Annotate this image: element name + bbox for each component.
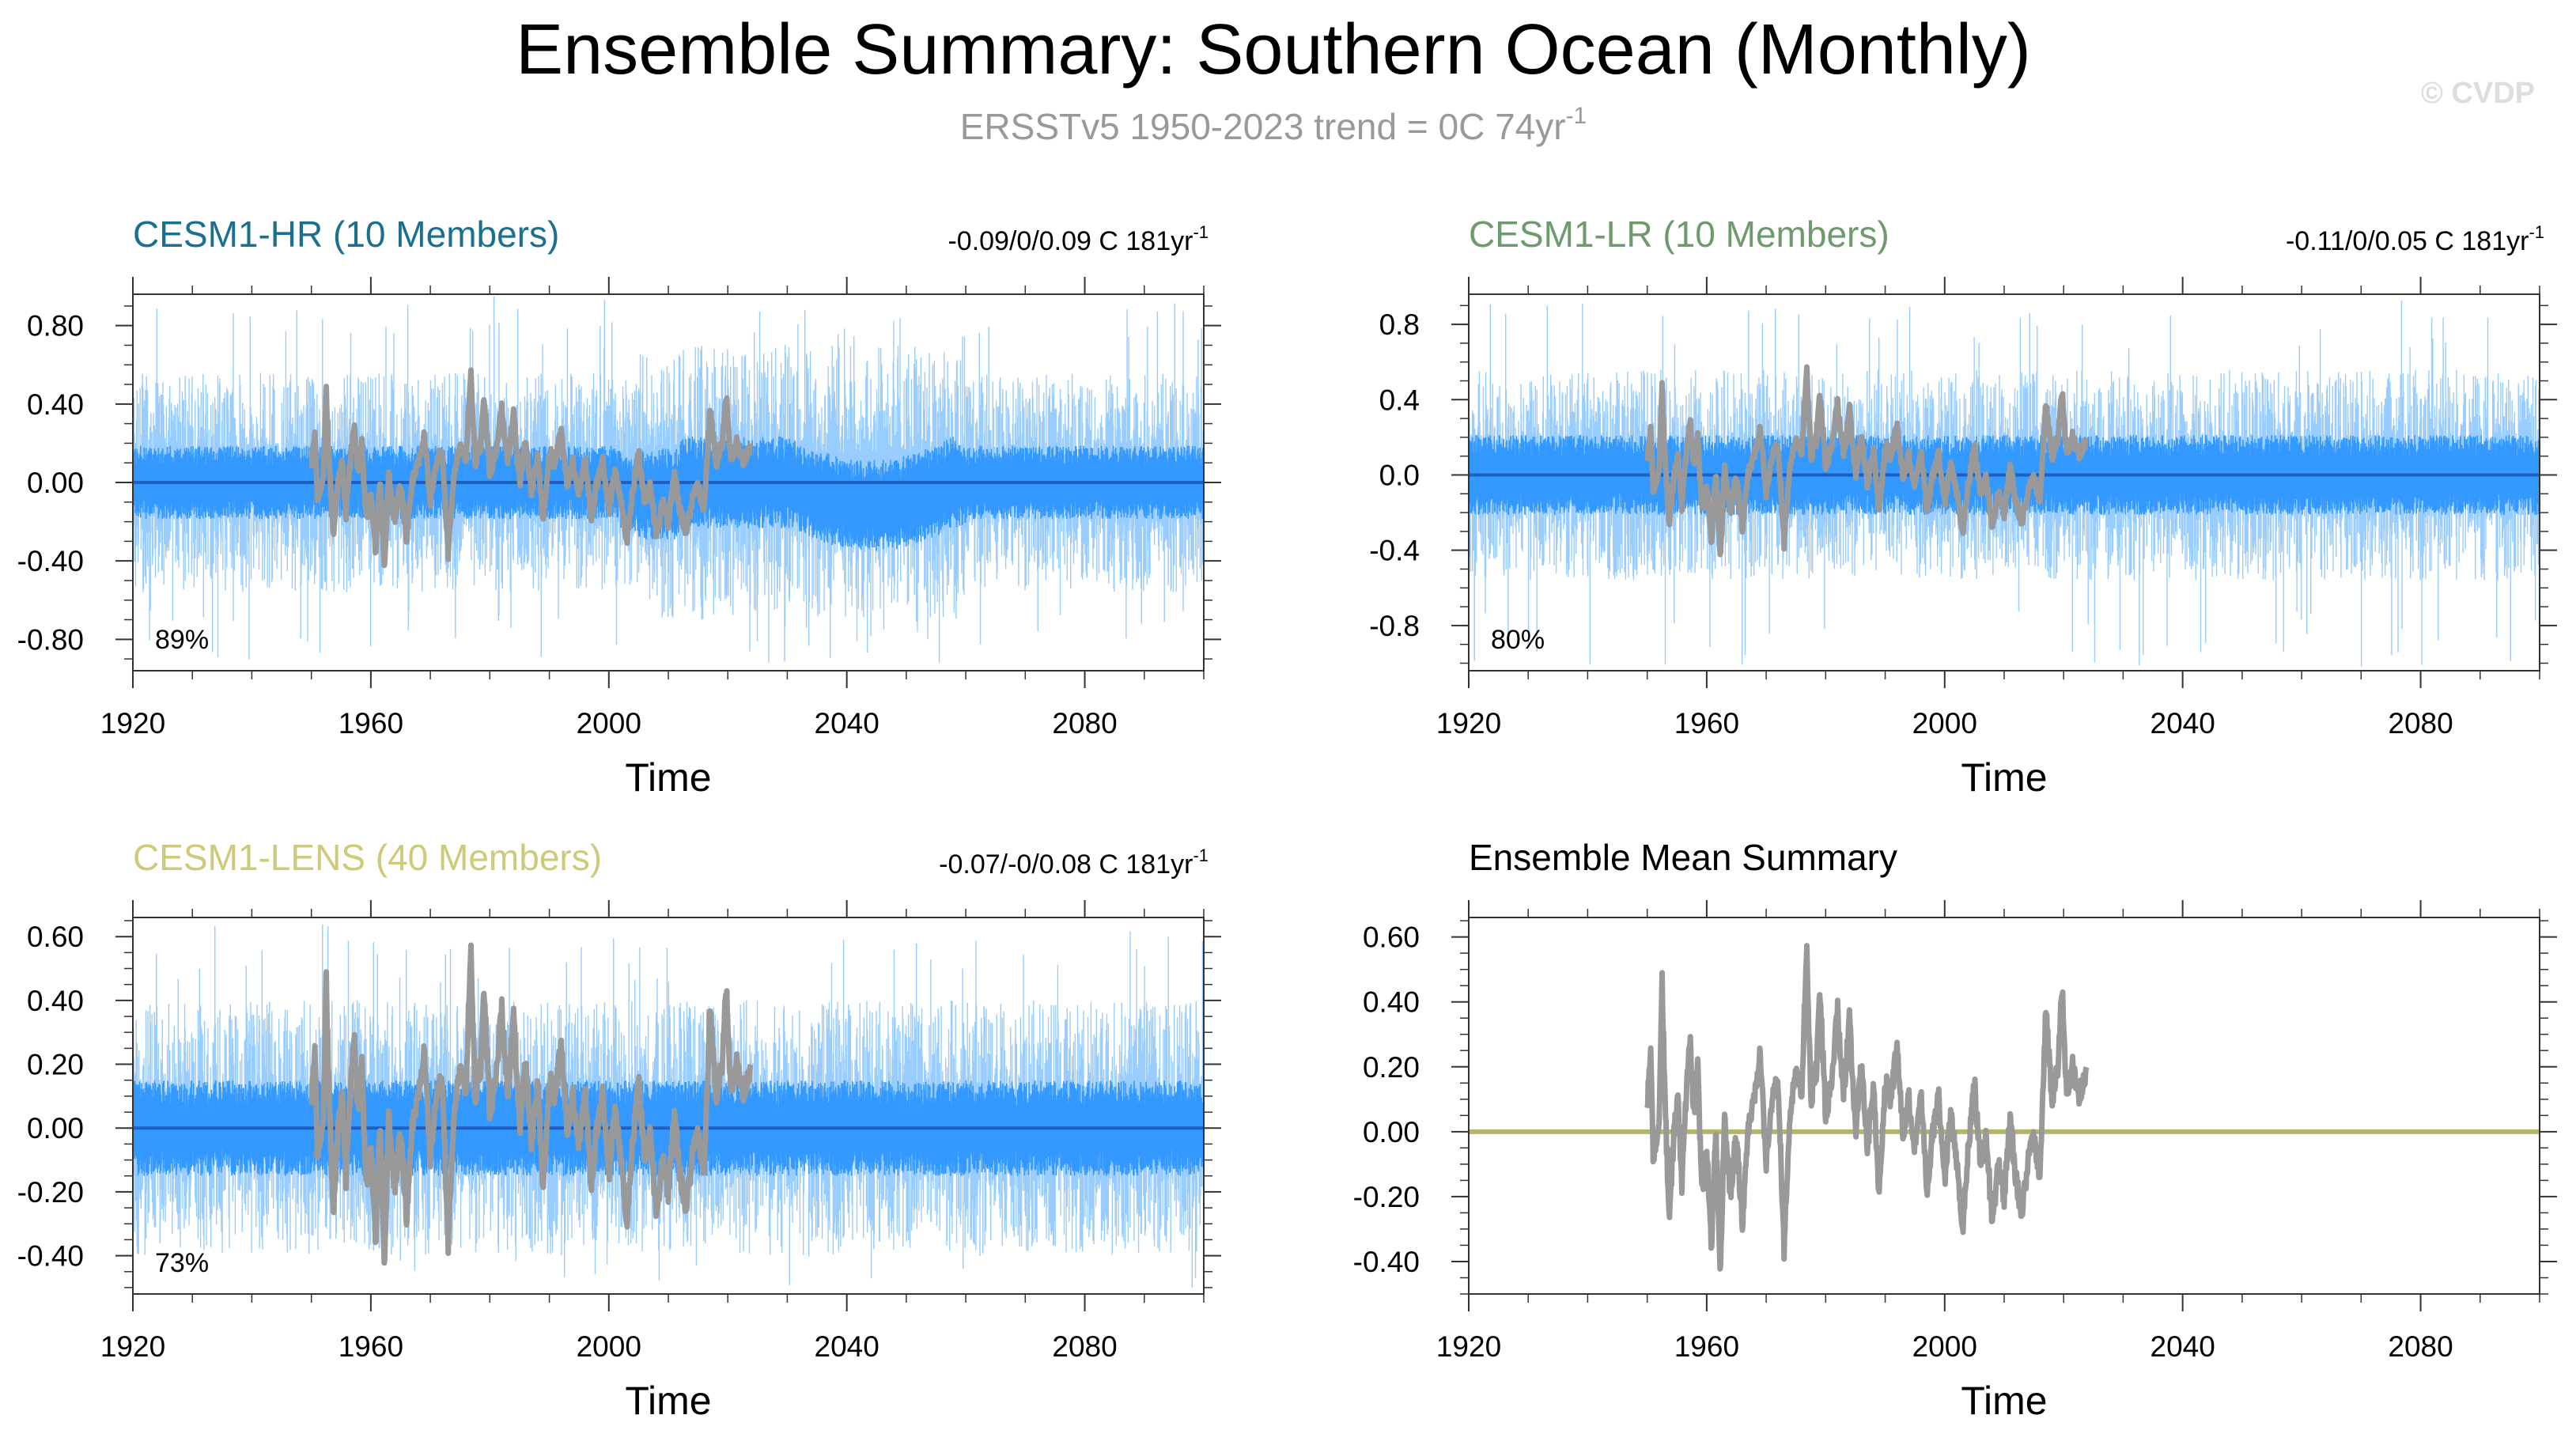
panels-group: -0.80 -0.40 0.00 0.40 0.80 1920 1960 2000 2040 20… — [17, 214, 2557, 1423]
plot-data — [133, 296, 1204, 663]
panel-ensemble-mean: -0.40 -0.20 0.00 0.20 0.40 0.60 1920 1960 2000 20… — [1353, 837, 2557, 1423]
trend-label: -0.07/-0/0.08 C 181yr-1 — [939, 846, 1209, 880]
x-tick-label: 1920 — [100, 707, 165, 740]
percent-label: 80% — [1491, 625, 1545, 655]
y-tick-label: 0.0 — [1379, 459, 1420, 491]
y-tick-label: 0.40 — [1363, 986, 1420, 1019]
y-tick-label: -0.40 — [17, 545, 84, 577]
subtitle-text: ERSSTv5 1950-2023 trend = 0C 74yr — [960, 106, 1566, 147]
x-tick-label: 2000 — [1912, 1330, 1977, 1363]
x-tick-label: 2000 — [1912, 707, 1977, 740]
x-axis-label: Time — [625, 755, 711, 800]
panel-title: CESM1-LR (10 Members) — [1469, 214, 1889, 255]
y-tick-label: 0.8 — [1379, 308, 1420, 341]
y-tick-label: 0.20 — [1363, 1051, 1420, 1084]
trend-label-superscript: -1 — [1193, 846, 1209, 865]
x-tick-label: 1960 — [339, 707, 403, 740]
x-tick-label: 1920 — [1436, 1330, 1501, 1363]
x-axis-label: Time — [1961, 1379, 2047, 1423]
x-tick-label: 2040 — [2150, 707, 2215, 740]
y-tick-label: -0.20 — [17, 1176, 84, 1209]
trend-label-superscript: -1 — [1193, 222, 1209, 242]
observed-series-line — [308, 942, 754, 1266]
y-tick-label: -0.40 — [1353, 1246, 1420, 1278]
x-tick-label: 2040 — [815, 707, 879, 740]
x-tick-label: 2080 — [2388, 1330, 2453, 1363]
plot-data — [1469, 943, 2540, 1272]
trend-label-text: -0.11/0/0.05 C 181yr — [2286, 226, 2529, 256]
watermark: © CVDP — [2421, 77, 2535, 110]
trend-label-text: -0.09/0/0.09 C 181yr — [948, 226, 1193, 256]
trend-label-superscript: -1 — [2529, 222, 2544, 242]
x-tick-label: 2080 — [1052, 707, 1117, 740]
y-tick-label: -0.80 — [17, 623, 84, 656]
panel-cesm1-lens: -0.40 -0.20 0.00 0.20 0.40 0.60 1920 1960 2000 20… — [17, 837, 1221, 1423]
y-tick-label: 0.00 — [1363, 1116, 1420, 1148]
y-tick-label: 0.00 — [27, 467, 84, 499]
y-tick-label: -0.40 — [17, 1240, 84, 1273]
y-tick-label: 0.80 — [27, 310, 84, 342]
panel-cesm1-lr: -0.8 -0.4 0.0 0.4 0.8 1920 1960 2000 2040 2080 Tim… — [1369, 214, 2557, 800]
y-tick-label: 0.60 — [1363, 921, 1420, 954]
panel-title: CESM1-HR (10 Members) — [133, 214, 559, 255]
x-tick-label: 2000 — [577, 707, 641, 740]
x-tick-label: 1920 — [1436, 707, 1501, 740]
x-tick-label: 1960 — [1674, 1330, 1739, 1363]
observed-series-line — [1644, 943, 2090, 1272]
y-tick-label: -0.4 — [1369, 535, 1420, 567]
plot-data — [133, 924, 1204, 1288]
y-tick-label: 0.4 — [1379, 384, 1420, 416]
x-tick-label: 1960 — [339, 1330, 403, 1363]
subtitle-superscript: -1 — [1566, 103, 1587, 129]
x-axis-label: Time — [625, 1379, 711, 1423]
figure-subtitle: ERSSTv5 1950-2023 trend = 0C 74yr-1 — [960, 103, 1587, 147]
plot-frame — [1468, 917, 2540, 1295]
x-tick-label: 2000 — [577, 1330, 641, 1363]
x-axis-label: Time — [1961, 755, 2047, 800]
panel-cesm1-hr: -0.80 -0.40 0.00 0.40 0.80 1920 1960 2000 2040 20… — [17, 214, 1221, 800]
trend-label-text: -0.07/-0/0.08 C 181yr — [939, 849, 1193, 880]
percent-label: 89% — [155, 625, 209, 655]
y-tick-label: 0.00 — [27, 1112, 84, 1144]
figure-title: Ensemble Summary: Southern Ocean (Monthl… — [516, 10, 2031, 89]
x-tick-label: 2040 — [2150, 1330, 2215, 1363]
x-tick-label: 1920 — [100, 1330, 165, 1363]
y-tick-label: 0.40 — [27, 388, 84, 421]
trend-label: -0.09/0/0.09 C 181yr-1 — [948, 222, 1209, 256]
x-tick-label: 2080 — [2388, 707, 2453, 740]
y-tick-label: -0.20 — [1353, 1181, 1420, 1213]
panel-title: CESM1-LENS (40 Members) — [133, 837, 602, 878]
y-tick-label: 0.20 — [27, 1049, 84, 1081]
percent-label: 73% — [155, 1248, 209, 1278]
y-tick-label: 0.60 — [27, 921, 84, 953]
observed-series-line — [1644, 364, 2090, 558]
x-tick-label: 2040 — [815, 1330, 879, 1363]
plot-data — [1469, 300, 2540, 667]
panel-title: Ensemble Mean Summary — [1469, 837, 1897, 878]
y-tick-label: -0.8 — [1369, 610, 1420, 642]
y-tick-label: 0.40 — [27, 985, 84, 1017]
observed-series-line — [308, 367, 754, 569]
x-tick-label: 2080 — [1052, 1330, 1117, 1363]
trend-label: -0.11/0/0.05 C 181yr-1 — [2286, 222, 2544, 256]
x-tick-label: 1960 — [1674, 707, 1739, 740]
